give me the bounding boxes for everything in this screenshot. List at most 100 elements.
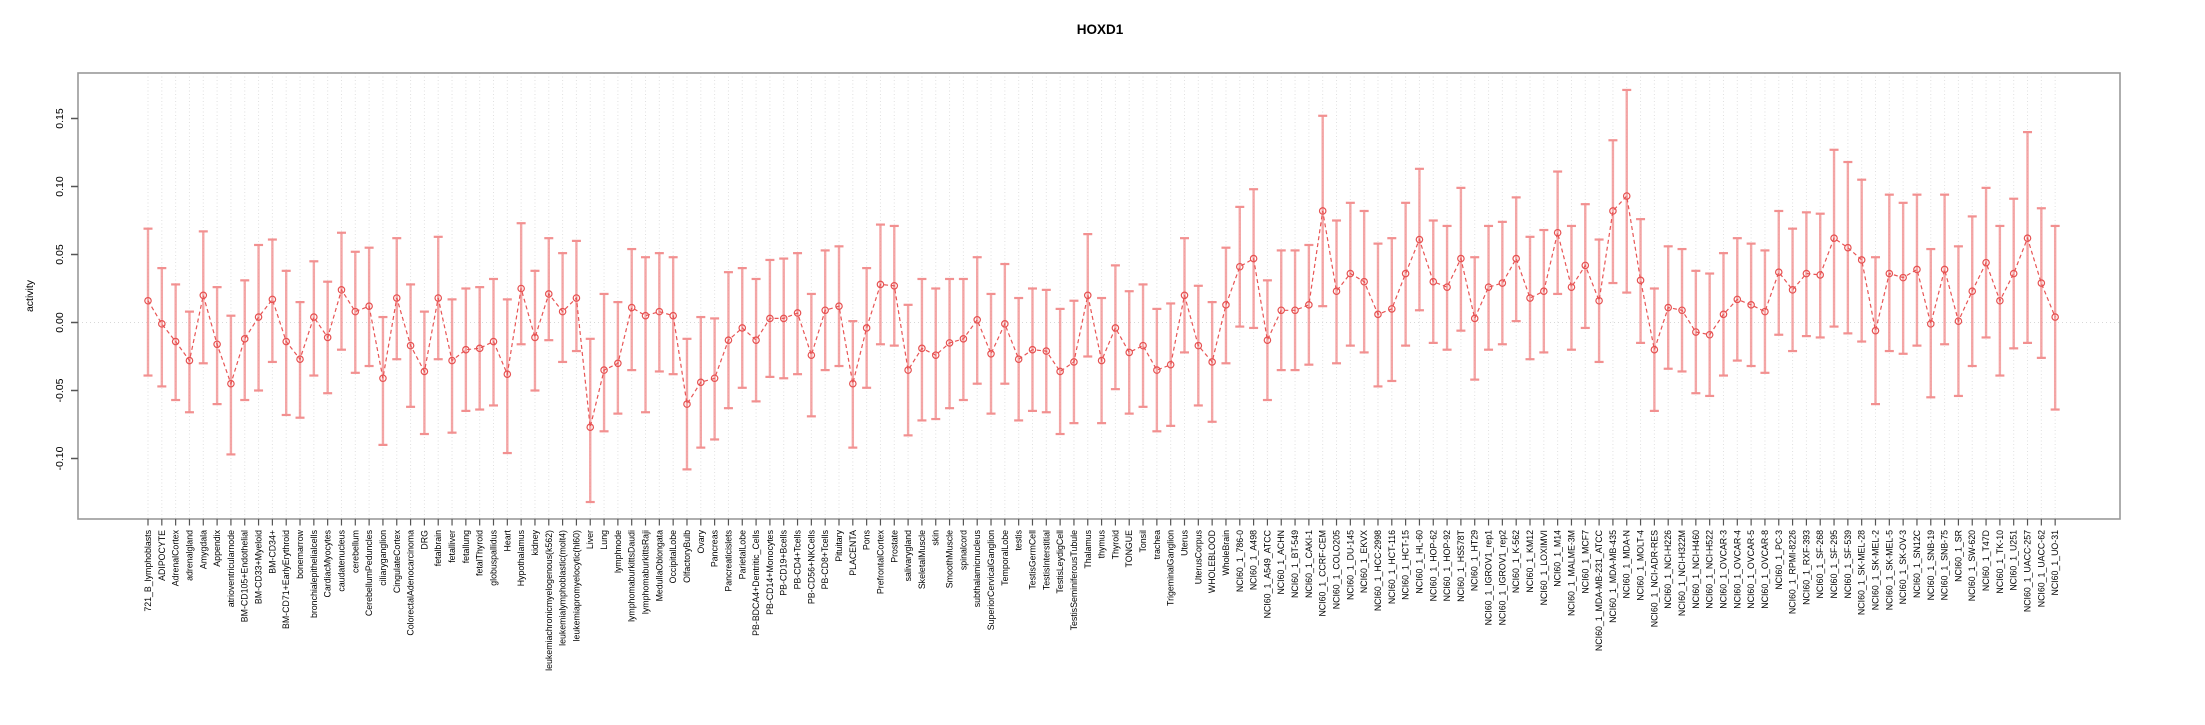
data-point: [683, 400, 691, 408]
data-point: [1664, 303, 1673, 312]
x-tick-label: Pancreas: [710, 529, 720, 567]
x-tick-label: NCI60_1_SF-539: [1843, 530, 1853, 599]
x-tick-label: thymus: [1097, 529, 1107, 558]
x-tick-label: NCI60_1_NCI-H460: [1691, 530, 1701, 609]
x-tick-label: NCI60_1_TK-10: [1995, 530, 2005, 594]
x-tick-label: NCI60_1_K-562: [1511, 530, 1521, 593]
x-tick-label: NCI60_1_M14: [1553, 530, 1563, 587]
x-tick-label: AdrenalCortex: [171, 529, 181, 586]
x-tick-label: PB-CD8+Tcells: [820, 529, 830, 589]
data-point: [2037, 279, 2046, 287]
x-tick-label: fetalThyroid: [475, 530, 485, 576]
x-tick-label: NCI60_1_PC-3: [1774, 530, 1784, 590]
x-tick-label: NCI60_1_SF-268: [1815, 530, 1825, 599]
x-tick-label: NCI60_1_NCI-ADR-RES: [1649, 530, 1659, 627]
y-axis-label: activity: [24, 279, 36, 312]
x-tick-label: TestisLeydigCell: [1055, 530, 1065, 594]
x-tick-label: bronchialepithelialcells: [309, 529, 319, 618]
data-point: [835, 302, 843, 310]
x-tick-label: leukemiachronicmyelogenous(k562): [544, 530, 554, 671]
x-tick-label: NCI60_1_RPMI-8226: [1788, 530, 1798, 614]
x-tick-label: NCI60_1_OVCAR-5: [1746, 530, 1756, 609]
data-point: [1249, 254, 1258, 263]
data-point: [475, 344, 484, 353]
x-tick-label: TestisGermCell: [1027, 530, 1037, 590]
data-point: [489, 337, 498, 346]
x-tick-label: UterusCorpus: [1193, 529, 1203, 584]
data-point: [1622, 192, 1631, 200]
data-point: [1125, 348, 1134, 357]
data-point: [1996, 296, 2004, 305]
data-point: [1056, 367, 1064, 376]
data-point: [1540, 287, 1548, 296]
data-point: [710, 374, 719, 383]
data-point: [807, 351, 816, 359]
x-tick-label: OccipitalLobe: [668, 530, 678, 583]
data-point: [1885, 269, 1894, 278]
data-point: [1926, 320, 1935, 328]
data-point: [171, 337, 180, 346]
x-tick-label: Pituitary: [834, 529, 844, 561]
x-tick-label: NCI60_1_OVCAR-3: [1718, 530, 1728, 609]
data-point: [337, 286, 346, 294]
x-tick-label: NCI60_1_OVCAR-4: [1732, 530, 1742, 609]
data-point: [227, 379, 235, 388]
x-tick-label: PB-CD56+NKCells: [806, 529, 816, 604]
x-tick-label: ColorectalAdenocarcinoma: [406, 530, 416, 636]
x-tick-label: NCI60_1_UACC-62: [2036, 530, 2046, 607]
data-point: [544, 290, 553, 298]
x-tick-label: PB-CD14+Monocytes: [765, 529, 775, 614]
data-point: [655, 307, 664, 316]
x-tick-label: leukemialymphoblastic(molt4): [558, 530, 568, 646]
x-tick-label: DRG: [419, 530, 429, 550]
x-tick-label: NCI60_1_HCT-15: [1401, 530, 1411, 600]
x-tick-label: Ovary: [696, 529, 706, 553]
x-tick-label: NCI60_1_SN12C: [1912, 529, 1922, 598]
x-tick-label: NCI60_1_HOP-62: [1428, 530, 1438, 601]
data-point: [1139, 341, 1147, 350]
x-tick-label: NCI60_1_HT29: [1470, 530, 1480, 591]
x-tick-label: SkeletalMuscle: [917, 530, 927, 589]
data-point: [1484, 283, 1493, 291]
data-point: [558, 307, 567, 316]
data-point: [614, 359, 622, 368]
x-tick-label: NCI60_1_CAKI-1: [1304, 530, 1314, 598]
data-point: [1844, 243, 1852, 252]
data-point: [1180, 291, 1189, 300]
x-tick-label: NCI60_1_HOP-92: [1442, 530, 1452, 601]
y-tick-label: 0.15: [54, 108, 66, 129]
x-tick-label: spinalcord: [958, 530, 968, 570]
data-point: [1291, 306, 1299, 315]
data-point: [1346, 269, 1355, 278]
data-point: [669, 311, 677, 320]
x-tick-label: BM-CD105+Endothelial: [240, 530, 250, 622]
data-point: [821, 306, 829, 315]
data-point: [1788, 286, 1797, 294]
data-point: [1194, 341, 1203, 350]
x-tick-label: NCI60_1_NCI-H322M: [1677, 530, 1687, 616]
data-point: [1581, 261, 1590, 270]
x-tick-label: NCI60_1_RXF-393: [1801, 530, 1811, 605]
x-tick-label: BM-CD71+EarlyErythroid: [281, 530, 291, 629]
data-point: [766, 314, 774, 323]
x-tick-label: PrefrontalCortex: [875, 529, 885, 594]
data-point: [1001, 320, 1009, 328]
data-point: [876, 280, 885, 289]
x-tick-label: NCI60_1_SNB-75: [1940, 530, 1950, 601]
data-point: [1470, 314, 1479, 323]
x-tick-label: adrenalgland: [184, 530, 194, 581]
data-point: [1802, 269, 1811, 278]
y-tick-label: 0.10: [54, 176, 66, 197]
plot-border: [77, 72, 2121, 520]
data-point: [904, 366, 912, 374]
data-point: [1857, 256, 1866, 264]
x-tick-label: caudatenucleus: [336, 529, 346, 591]
data-point: [1913, 265, 1921, 274]
x-tick-label: BM-CD34+: [267, 530, 277, 574]
x-tick-label: NCI60_1_IGROV1_rep2: [1497, 530, 1507, 625]
x-tick-label: fetalliver: [447, 530, 457, 563]
x-tick-label: TONGUE: [1124, 530, 1134, 568]
data-point: [1263, 336, 1272, 344]
data-point: [1595, 296, 1603, 305]
x-tick-label: Amygdala: [198, 530, 208, 569]
